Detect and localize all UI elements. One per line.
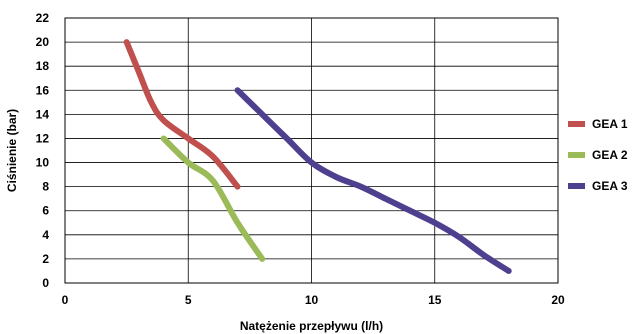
- y-tick-label: 10: [36, 156, 50, 170]
- y-tick-label: 14: [36, 107, 50, 121]
- y-tick-label: 0: [42, 276, 49, 290]
- x-tick-label: 0: [62, 293, 69, 307]
- plot-area: 0 2 4 6 8 10 12 14 16 18 20 22 0 5 10 15 20: [36, 11, 565, 307]
- y-tick-label: 4: [42, 228, 49, 242]
- legend-label-1: GEA 1: [592, 117, 628, 131]
- x-tick-label: 20: [551, 293, 565, 307]
- y-tick-label: 18: [36, 59, 50, 73]
- x-tick-label: 5: [185, 293, 192, 307]
- series-line-1: [123, 39, 241, 190]
- y-tick-label: 8: [42, 180, 49, 194]
- x-tick-label: 10: [305, 293, 319, 307]
- x-tick-label: 15: [428, 293, 442, 307]
- y-tick-label: 22: [36, 11, 50, 25]
- y-tick-label: 12: [36, 131, 50, 145]
- series-line-2: [160, 135, 266, 262]
- y-tick-label: 2: [42, 252, 49, 266]
- y-tick-label: 6: [42, 204, 49, 218]
- y-axis-title: Ciśnienie (bar): [5, 109, 19, 192]
- legend-label-3: GEA 3: [592, 179, 628, 193]
- legend-label-2: GEA 2: [592, 148, 628, 162]
- legend: GEA 1 GEA 2 GEA 3: [568, 117, 628, 193]
- y-tick-label: 16: [36, 83, 50, 97]
- plot-frame: [64, 17, 559, 284]
- series-line-3: [234, 87, 512, 274]
- y-tick-label: 20: [36, 35, 50, 49]
- x-axis-title: Natężenie przepływu (l/h): [240, 319, 383, 333]
